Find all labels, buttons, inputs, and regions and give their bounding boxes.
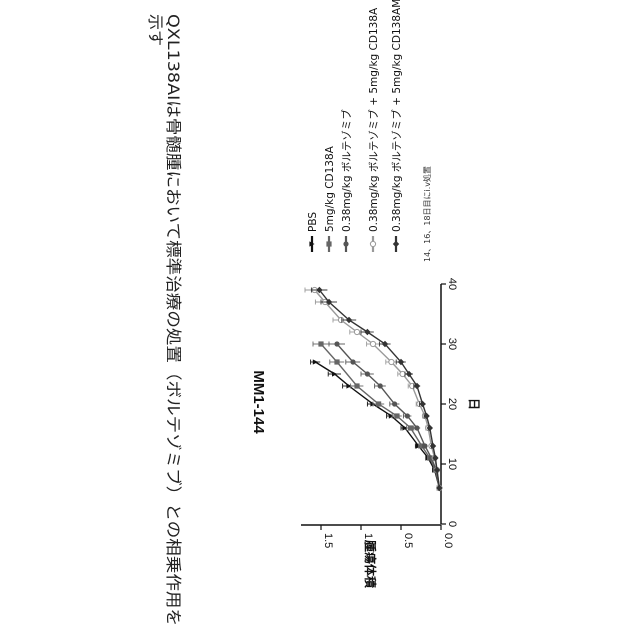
data-point — [350, 359, 355, 364]
legend-label: 0.38mg/kg ボルテゾミブ + 5mg/kg CD138A — [367, 7, 380, 232]
data-point — [354, 383, 359, 388]
legend: PBS 5mg/kg CD138A 0.38mg/kg ボルテゾミブ 0.38mg/k… — [307, 0, 403, 252]
series-line — [315, 362, 439, 488]
data-point — [378, 383, 383, 388]
x-tick-label: 30 — [446, 338, 458, 350]
series-layer — [305, 287, 443, 491]
y-tick-label: 0.0 — [442, 533, 454, 548]
y-tick-label: 1.5 — [322, 533, 334, 548]
data-point — [389, 359, 394, 364]
data-point — [318, 341, 323, 346]
data-point — [394, 413, 399, 418]
caption-line-2: 示す — [146, 14, 165, 46]
legend-label: 5mg/kg CD138A — [324, 145, 336, 232]
caption: QXL138AIは骨髄腫において標準治療の処置（ボルテゾミブ）との相乗作用を 示… — [146, 14, 183, 626]
series-line — [321, 344, 439, 488]
x-tick-label: 40 — [446, 278, 458, 290]
x-tick-label: 20 — [446, 398, 458, 410]
legend-label: 0.38mg/kg ボルテゾミブ — [340, 109, 353, 232]
data-point — [354, 329, 359, 334]
legend-label: PBS — [307, 212, 319, 232]
data-point — [414, 425, 419, 430]
data-point — [334, 341, 339, 346]
caption-line-1: QXL138AIは骨髄腫において標準治療の処置（ボルテゾミブ）との相乗作用を — [164, 14, 183, 626]
data-point — [365, 371, 370, 376]
data-point — [408, 425, 413, 430]
axes: 0102030400.00.51.01.5 — [301, 278, 458, 548]
data-point — [400, 371, 405, 376]
chart-title: MM1-144 — [250, 370, 267, 434]
data-point — [370, 341, 375, 346]
y-axis-label: 腫瘍体積 — [363, 540, 378, 589]
data-point — [393, 241, 399, 247]
y-tick-label: 0.5 — [402, 533, 414, 548]
data-point — [376, 401, 381, 406]
data-point — [422, 443, 427, 448]
legend-label: 0.38mg/kg ボルテゾミブ + 5mg/kg CD138AM — [390, 0, 403, 232]
series-4 — [305, 287, 442, 490]
treatment-note: 14、16、18日目にi.v処置 — [422, 166, 432, 262]
x-axis-label: 日 — [467, 398, 481, 410]
x-tick-label: 10 — [446, 458, 458, 470]
data-point — [334, 359, 339, 364]
series-5 — [311, 287, 442, 491]
data-point — [343, 241, 348, 246]
series-1 — [311, 359, 442, 490]
data-point — [370, 241, 375, 246]
data-point — [392, 401, 397, 406]
x-tick-label: 0 — [446, 521, 458, 527]
data-point — [405, 413, 410, 418]
chart: 0102030400.00.51.01.5 PBS5mg/kg CD138A0.… — [250, 0, 481, 589]
data-point — [326, 241, 331, 246]
